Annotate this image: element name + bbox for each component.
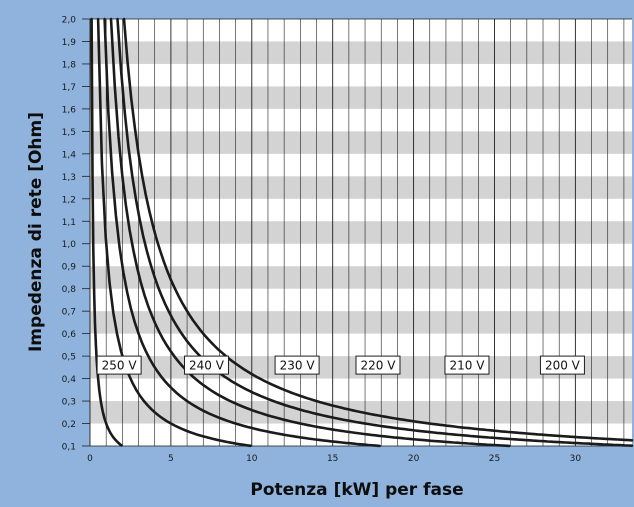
y-tick-label: 0,6 [62, 330, 77, 340]
curve-230v [103, 17, 381, 448]
curve-250v [90, 17, 123, 447]
y-tick-label: 0,2 [62, 420, 76, 430]
y-tick-label: 0,9 [62, 263, 77, 273]
y-tick-label: 1,1 [62, 218, 76, 228]
grid-stripe [90, 86, 632, 109]
series-label-text: 220 V [361, 359, 397, 373]
series-label-text: 230 V [280, 359, 316, 373]
y-tick-label: 1,5 [62, 128, 76, 138]
series-label-box [539, 355, 585, 375]
y-tick-label: 0,1 [62, 443, 76, 453]
series-label-text: 240 V [189, 359, 225, 373]
series-label-210v: 210 V [444, 355, 490, 375]
series-label-250v: 250 V [96, 355, 142, 375]
x-tick-label: 30 [570, 454, 582, 464]
y-tick-label: 0,5 [62, 353, 76, 363]
series-label-220v: 220 V [355, 355, 401, 375]
x-tick-label: 25 [489, 454, 500, 464]
grid-stripe [90, 221, 632, 244]
grid-stripe [90, 266, 632, 289]
curve-200v [122, 17, 634, 442]
curve-220v [109, 17, 511, 448]
y-tick-label: 0,7 [62, 308, 76, 318]
y-tick-label: 1,6 [62, 105, 77, 115]
series-labels: 250 V 240 V 230 V 220 V 210 V 200 V [96, 355, 585, 375]
series-label-box [183, 355, 229, 375]
series-label-box [96, 355, 142, 375]
y-tick-label: 2,0 [62, 16, 77, 26]
y-tick-label: 1,0 [62, 240, 77, 250]
series-label-box [274, 355, 320, 375]
y-axis-title: Impedenza di rete [Ohm] [26, 112, 46, 352]
grid-stripe [90, 131, 632, 154]
grid-stripe [90, 41, 632, 64]
series-label-box [444, 355, 490, 375]
series-label-230v: 230 V [274, 355, 320, 375]
tick-labels: 0,1 0,2 0,3 0,4 0,5 0,6 0,7 0,8 0,9 1,0 1,1 1,2 1,3 1… [62, 16, 582, 465]
grid-stripe [90, 176, 632, 199]
y-tick-label: 1,7 [62, 83, 76, 93]
y-tick-label: 1,2 [62, 195, 76, 205]
y-tick-label: 1,4 [62, 150, 77, 160]
series-label-text: 210 V [450, 359, 486, 373]
y-tick-label: 0,4 [62, 375, 77, 385]
y-tick-label: 1,8 [62, 60, 77, 70]
x-tick-label: 15 [327, 454, 338, 464]
x-tick-label: 20 [408, 454, 420, 464]
grid-stripe [90, 311, 632, 334]
y-tick-label: 0,8 [62, 285, 77, 295]
x-axis-title: Potenza [kW] per fase [250, 480, 463, 500]
series-label-240v: 240 V [183, 355, 229, 375]
x-tick-label: 5 [168, 454, 174, 464]
series-label-text: 250 V [102, 359, 138, 373]
y-tick-label: 1,3 [62, 173, 76, 183]
y-tick-label: 0,3 [62, 398, 76, 408]
y-tick-label: 1,9 [62, 38, 77, 48]
x-tick-label: 10 [246, 454, 258, 464]
series-label-200v: 200 V [539, 355, 585, 375]
series-label-text: 200 V [545, 359, 581, 373]
series-label-box [355, 355, 401, 375]
x-tick-label: 0 [87, 454, 93, 464]
